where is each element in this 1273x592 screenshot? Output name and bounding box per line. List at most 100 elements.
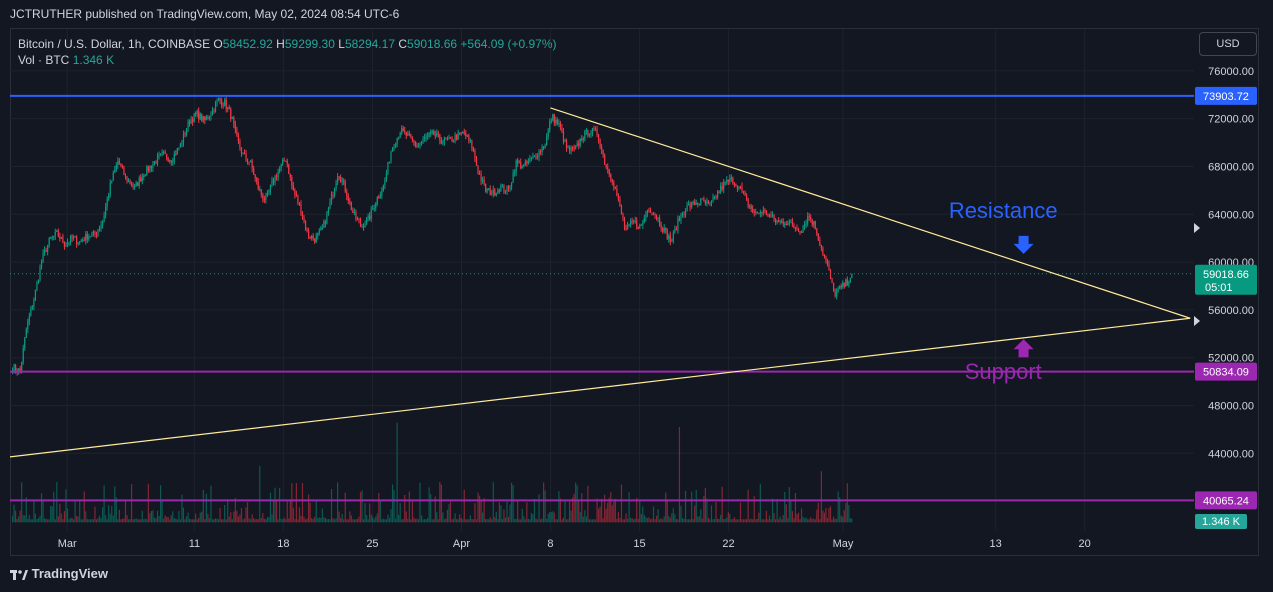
candle-body <box>701 198 703 200</box>
candle-body <box>121 165 124 168</box>
volume-bar <box>459 514 461 523</box>
candle-body <box>195 113 197 115</box>
volume-bar <box>481 512 484 523</box>
candle-body <box>472 147 475 151</box>
volume-bar <box>512 485 514 523</box>
candle-body <box>156 156 159 164</box>
candle-body <box>546 136 548 146</box>
candle-body <box>204 116 206 121</box>
candle-body <box>436 133 438 136</box>
volume-bar <box>48 519 50 523</box>
volume-bar <box>768 515 771 523</box>
volume-bar <box>784 492 786 523</box>
volume-bar <box>735 519 737 523</box>
volume-bar <box>317 518 319 523</box>
volume-bar <box>34 513 37 523</box>
volume-bar <box>309 502 311 523</box>
volume-bar <box>530 513 533 523</box>
volume-bar <box>434 496 436 523</box>
volume-bar <box>485 519 487 523</box>
candle-body <box>359 220 362 227</box>
volume-bar <box>437 519 439 523</box>
volume-bar <box>601 498 603 523</box>
volume-bar <box>236 510 238 523</box>
candle-body <box>512 172 514 183</box>
volume-bar <box>584 510 586 523</box>
candle-body <box>750 205 752 209</box>
currency-button[interactable]: USD <box>1199 32 1257 56</box>
candle-body <box>567 147 569 149</box>
candle-body <box>217 97 220 101</box>
candle-body <box>68 242 70 244</box>
candle-body <box>196 110 198 114</box>
volume-bar <box>28 515 30 523</box>
candle-body <box>112 172 114 181</box>
candle-body <box>298 203 301 205</box>
candle-body <box>576 143 578 146</box>
volume-bar <box>187 512 189 523</box>
candle-body <box>481 179 484 181</box>
volume-bar <box>817 502 819 523</box>
y-tick-label: 64000.00 <box>1208 209 1254 221</box>
candle-body <box>523 164 525 168</box>
volume-bar <box>489 517 491 523</box>
candle-body <box>239 141 241 148</box>
candle-body <box>236 129 238 136</box>
candle-body <box>210 115 212 118</box>
candle-body <box>120 163 122 166</box>
candle-body <box>613 182 615 187</box>
candle-body <box>214 103 217 112</box>
x-tick-label: 8 <box>547 538 553 550</box>
candle-body <box>152 164 154 169</box>
candle-body <box>416 145 418 147</box>
volume-bar <box>741 519 743 523</box>
candle-body <box>802 226 804 233</box>
candle-body <box>671 240 673 242</box>
volume-bar <box>620 484 623 523</box>
candle-body <box>401 128 403 134</box>
candle-body <box>410 134 412 138</box>
candle-body <box>779 221 781 223</box>
candle-body <box>816 228 818 234</box>
chart-pane[interactable] <box>10 28 1259 556</box>
y-tick-label: 76000.00 <box>1208 66 1254 78</box>
candle-body <box>489 188 491 195</box>
candle-body <box>100 224 102 229</box>
volume-bar <box>753 495 755 523</box>
volume-bar <box>181 494 183 523</box>
grid-lines <box>10 29 1194 531</box>
volume-bar <box>282 519 284 523</box>
candle-body <box>797 228 800 232</box>
volume-bar <box>315 501 317 523</box>
candle-body <box>585 129 587 132</box>
volume-bar <box>794 492 797 523</box>
volume-bar <box>124 501 127 523</box>
candle-body <box>755 212 757 214</box>
axis-marker-icon <box>1194 316 1200 326</box>
volume-bar <box>47 519 49 523</box>
candle-body <box>18 368 20 372</box>
volume-bar <box>346 519 348 523</box>
volume-bar <box>74 499 76 523</box>
volume-bar <box>407 518 409 523</box>
volume-bar <box>752 519 754 523</box>
candle-body <box>373 207 375 209</box>
volume-bar <box>202 489 204 523</box>
candle-body <box>381 191 383 196</box>
volume-bar <box>445 518 447 523</box>
legend-row-symbol: Bitcoin / U.S. Dollar, 1h, COINBASE O584… <box>18 36 557 52</box>
volume-bar <box>295 483 297 523</box>
volume-bar <box>507 516 510 523</box>
volume-bar <box>68 519 70 523</box>
candle-body <box>619 199 621 207</box>
volume-bar <box>372 516 374 523</box>
candle-body <box>138 178 140 187</box>
candle-body <box>817 233 819 241</box>
volume-bar <box>355 519 357 523</box>
volume-bar <box>138 519 140 523</box>
volume-bar <box>228 516 230 523</box>
volume-bar <box>816 509 818 523</box>
candle-body <box>683 214 685 216</box>
candle-body <box>538 151 540 158</box>
